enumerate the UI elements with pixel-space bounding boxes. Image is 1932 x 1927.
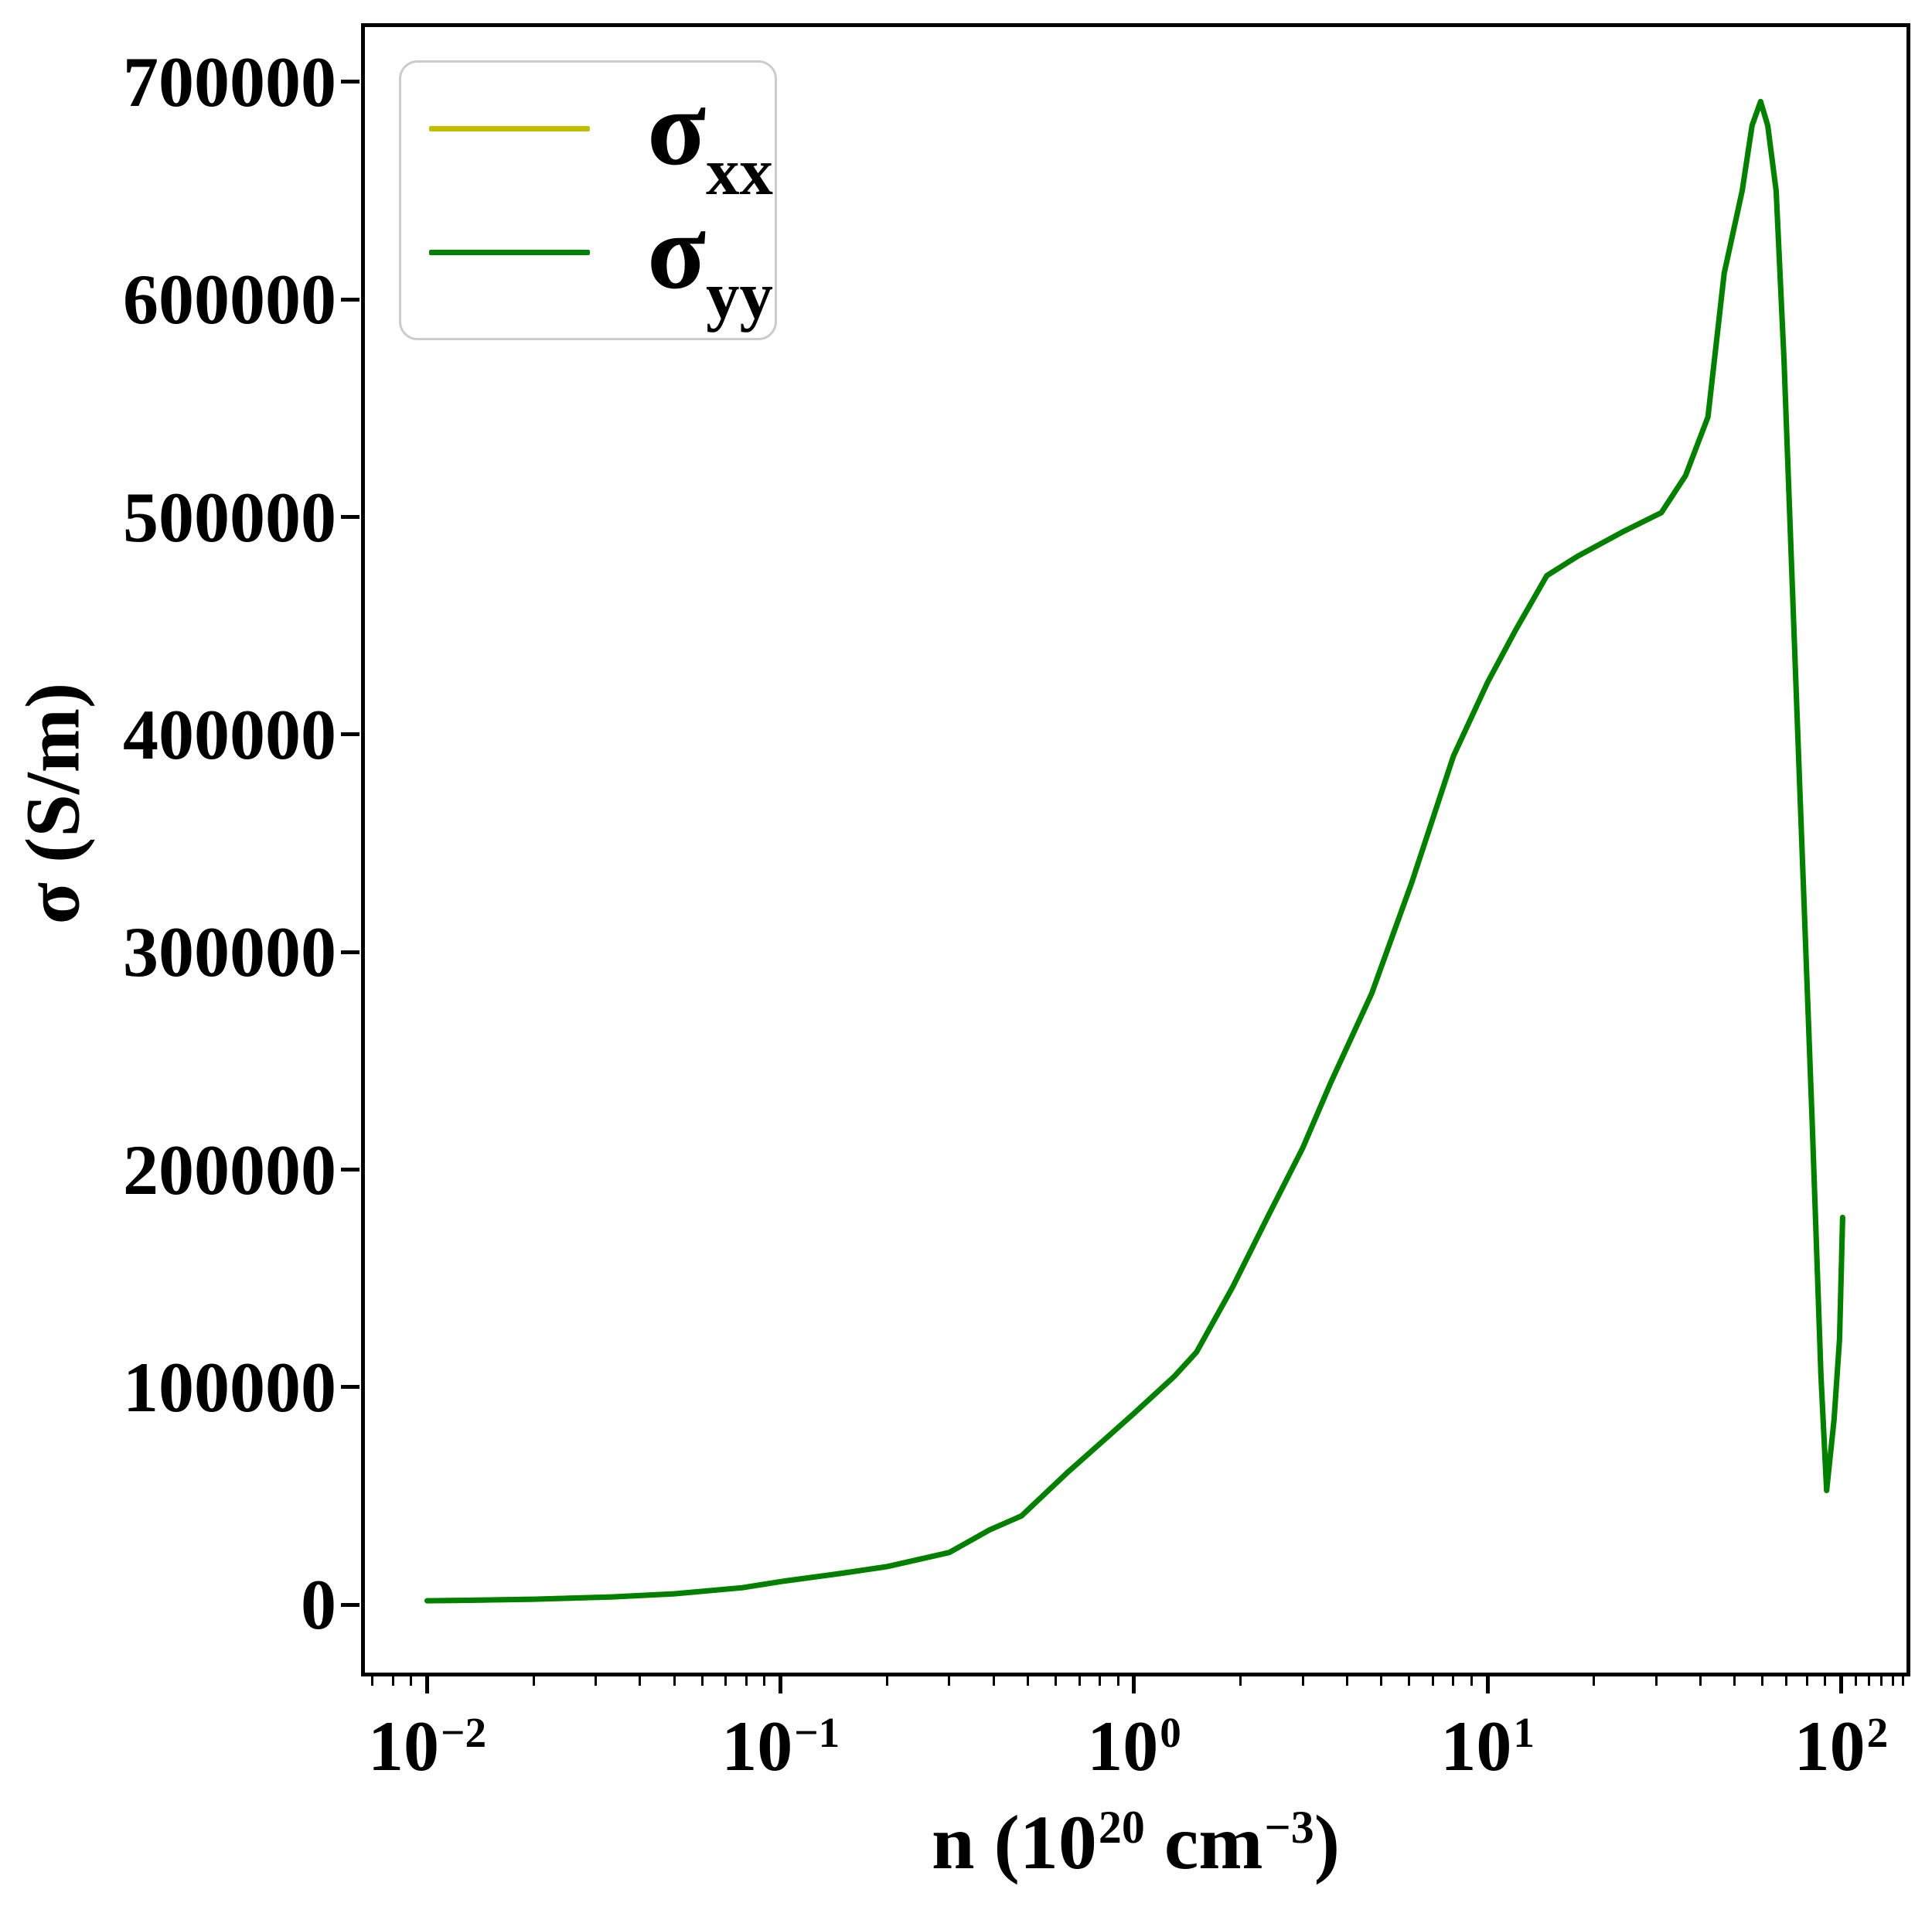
x-minor-tick [1380, 1675, 1383, 1686]
x-minor-tick [371, 1675, 374, 1686]
legend-label: σyy [647, 192, 773, 333]
y-tick-label: 500000 [123, 477, 336, 557]
legend-label: σxx [647, 68, 773, 210]
legend-line-sample [429, 249, 590, 255]
exponent: −2 [441, 1708, 487, 1756]
y-tick-label: 100000 [123, 1347, 336, 1427]
x-minor-tick [1470, 1675, 1473, 1686]
exponent: 0 [1160, 1708, 1181, 1756]
y-tick-label: 600000 [123, 260, 336, 339]
x-minor-tick [1116, 1675, 1119, 1686]
legend-entry-yy: σyy [429, 192, 773, 333]
x-major-tick [425, 1675, 430, 1693]
x-minor-tick [1055, 1675, 1058, 1686]
x-minor-tick [410, 1675, 413, 1686]
x-minor-tick [1239, 1675, 1242, 1686]
legend: σxx σyy [399, 60, 777, 340]
exponent: −1 [794, 1708, 840, 1756]
x-minor-tick [1593, 1675, 1596, 1686]
exponent: 1 [1513, 1708, 1535, 1756]
x-minor-tick [1654, 1675, 1658, 1686]
y-major-tick [341, 732, 359, 737]
x-tick-label: 10−1 [721, 1707, 840, 1785]
x-minor-tick [745, 1675, 748, 1686]
x-minor-tick [1733, 1675, 1736, 1686]
x-tick-label: 101 [1440, 1707, 1535, 1785]
x-minor-tick [595, 1675, 598, 1686]
y-tick-label: 300000 [123, 912, 336, 992]
x-major-tick [779, 1675, 783, 1693]
y-major-tick [341, 515, 359, 520]
x-minor-tick [992, 1675, 995, 1686]
y-axis-label: σ (S/m) [9, 682, 96, 925]
x-minor-tick [763, 1675, 766, 1686]
x-minor-tick [639, 1675, 642, 1686]
x-minor-tick [1868, 1675, 1871, 1686]
x-major-tick [1838, 1675, 1843, 1693]
x-minor-tick [948, 1675, 951, 1686]
y-major-tick [341, 297, 359, 302]
x-minor-tick [1301, 1675, 1304, 1686]
y-major-tick [341, 1168, 359, 1172]
x-tick-label: 100 [1087, 1707, 1181, 1785]
x-minor-tick [532, 1675, 535, 1686]
y-tick-label: 0 [301, 1565, 336, 1645]
x-minor-tick [1026, 1675, 1029, 1686]
x-tick-label: 102 [1794, 1707, 1889, 1785]
x-minor-tick [724, 1675, 727, 1686]
y-major-tick [341, 950, 359, 954]
x-minor-tick [1452, 1675, 1455, 1686]
x-minor-tick [1880, 1675, 1883, 1686]
x-minor-tick [1699, 1675, 1702, 1686]
y-major-tick [341, 80, 359, 84]
x-axis-label: n (1020 cm−3) [931, 1799, 1341, 1885]
y-tick-label: 400000 [123, 694, 336, 774]
x-minor-tick [885, 1675, 888, 1686]
x-minor-tick [1824, 1675, 1826, 1686]
x-minor-tick [673, 1675, 676, 1686]
x-minor-tick [1902, 1675, 1905, 1686]
y-tick-label: 200000 [123, 1130, 336, 1209]
x-minor-tick [1099, 1675, 1102, 1686]
x-minor-tick [1805, 1675, 1808, 1686]
x-major-tick [1132, 1675, 1136, 1693]
exponent: 2 [1866, 1708, 1889, 1756]
x-minor-tick [1785, 1675, 1788, 1686]
legend-line-sample [429, 125, 590, 131]
x-minor-tick [1891, 1675, 1894, 1686]
x-tick-label: 10−2 [368, 1707, 487, 1785]
y-tick-label: 700000 [123, 42, 336, 121]
x-minor-tick [1408, 1675, 1411, 1686]
x-minor-tick [1345, 1675, 1348, 1686]
x-minor-tick [1078, 1675, 1081, 1686]
legend-entry-xx: σxx [429, 68, 773, 210]
x-minor-tick [1761, 1675, 1764, 1686]
curve-sigma-yy [424, 98, 1845, 1604]
y-major-tick [341, 1602, 359, 1607]
x-minor-tick [391, 1675, 394, 1686]
x-major-tick [1485, 1675, 1490, 1693]
y-major-tick [341, 1385, 359, 1390]
plot-area [361, 23, 1910, 1676]
x-minor-tick [700, 1675, 704, 1686]
x-minor-tick [1854, 1675, 1857, 1686]
x-minor-tick [1431, 1675, 1434, 1686]
